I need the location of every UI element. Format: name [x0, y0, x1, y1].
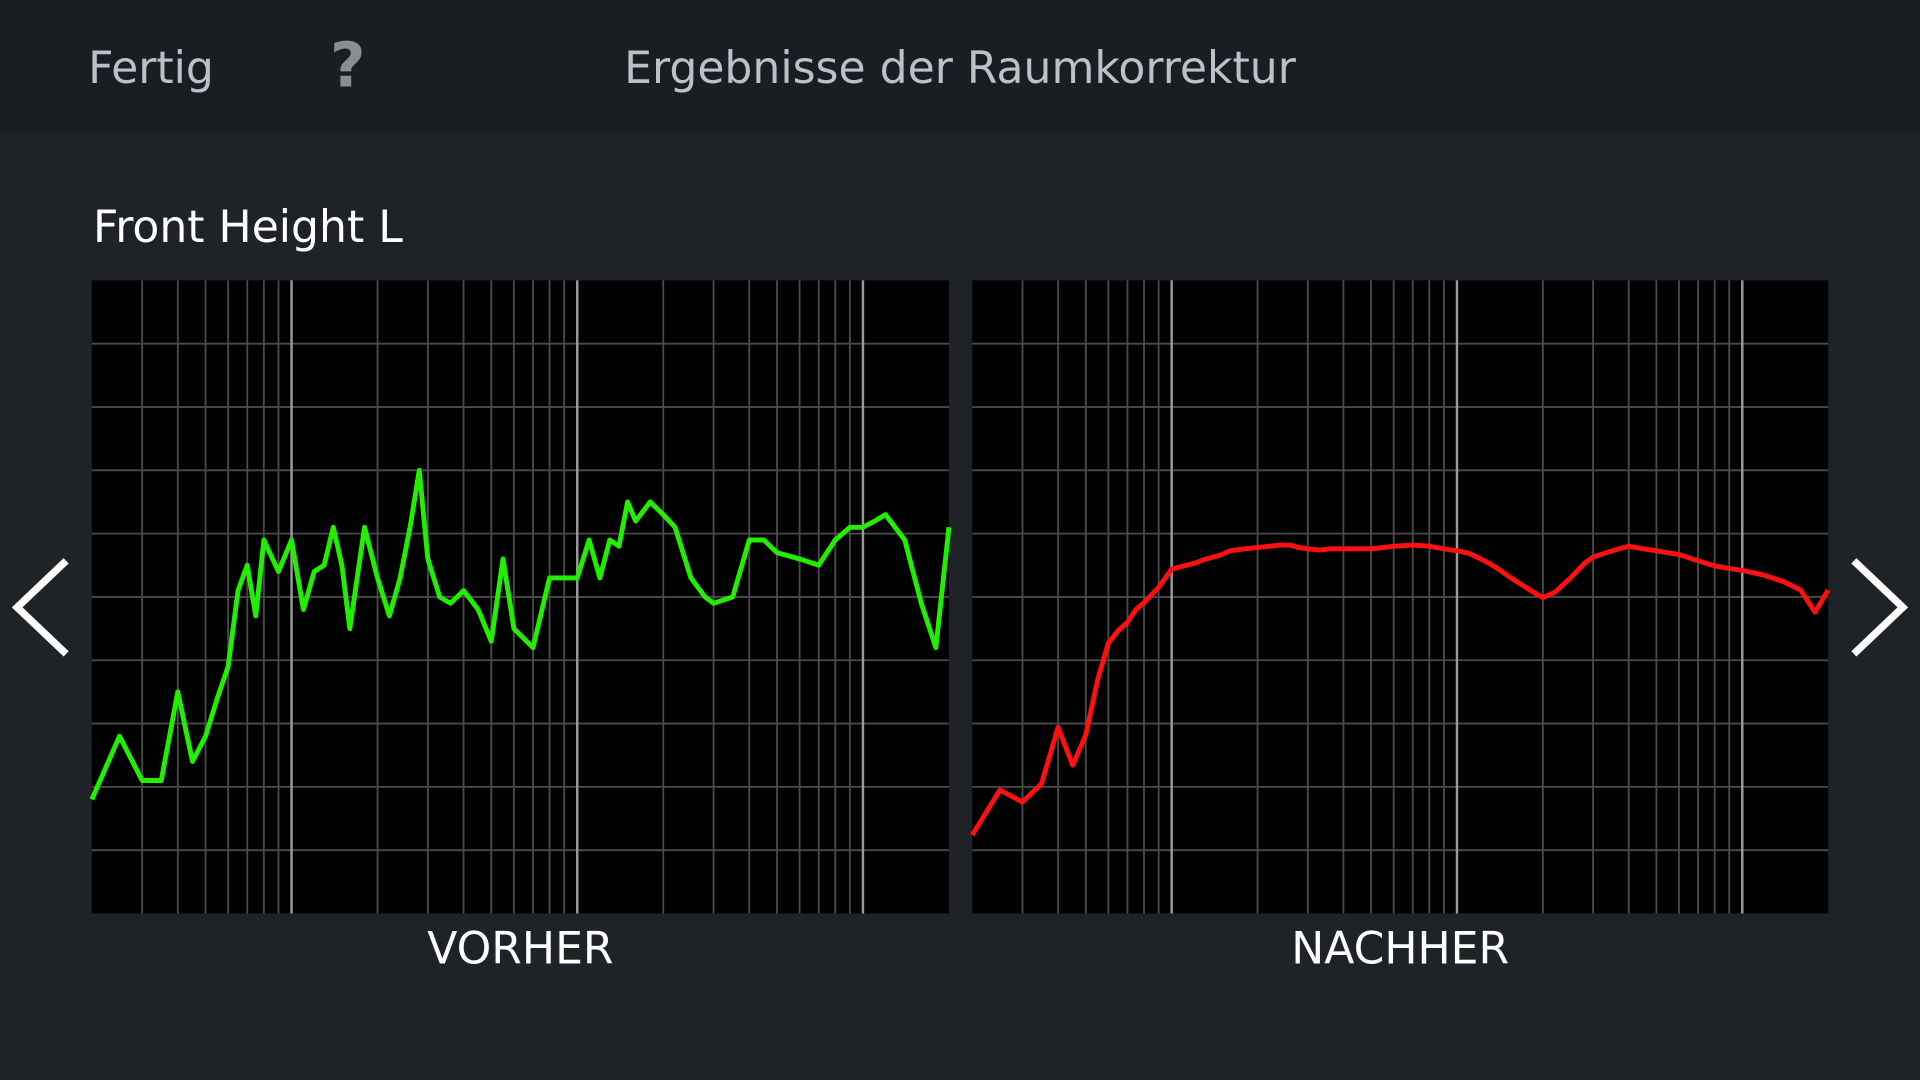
- chart-caption: NACHHER: [1291, 923, 1509, 974]
- header-bar: [0, 0, 1920, 135]
- done-button[interactable]: Fertig: [88, 43, 214, 94]
- chart-caption: VORHER: [427, 923, 613, 974]
- next-arrow[interactable]: [1851, 558, 1909, 657]
- speaker-name: Front Height L: [93, 202, 403, 253]
- response-curve: [970, 542, 1831, 837]
- help-button[interactable]: ?: [330, 30, 366, 101]
- page-title: Ergebnisse der Raumkorrektur: [624, 43, 1297, 94]
- prev-arrow[interactable]: [11, 558, 69, 657]
- response-curve: [89, 467, 952, 801]
